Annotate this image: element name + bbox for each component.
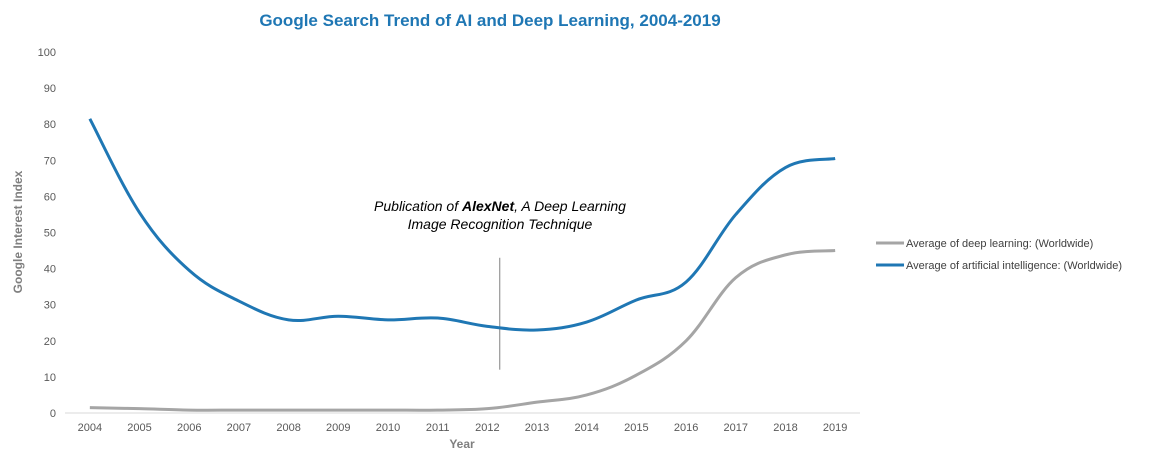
x-tick-label: 2015 [624,422,648,434]
y-axis-ticks: 0 10 20 30 40 50 60 70 80 90 100 [38,47,56,420]
x-tick-label: 2005 [127,422,151,434]
x-tick-label: 2007 [227,422,251,434]
y-tick-label: 40 [44,264,56,276]
x-tick-label: 2009 [326,422,350,434]
series-lines [88,118,836,412]
y-tick-label: 50 [44,228,56,240]
legend-label: Average of artificial intelligence: (Wor… [906,260,1122,272]
y-axis-label: Google Interest Index [11,170,25,293]
x-tick-label: 2019 [823,422,847,434]
annotation-line-2: Image Recognition Technique [408,216,593,232]
x-tick-label: 2006 [177,422,201,434]
x-tick-label: 2018 [773,422,797,434]
series-line-0 [89,249,836,412]
y-tick-label: 80 [44,119,56,131]
x-axis-label: Year [449,437,475,451]
x-tick-label: 2010 [376,422,400,434]
series-line-1 [88,118,836,332]
y-tick-label: 30 [44,300,56,312]
y-tick-label: 10 [44,372,56,384]
x-tick-label: 2014 [574,422,598,434]
y-tick-label: 90 [44,83,56,95]
x-tick-label: 2013 [525,422,549,434]
x-tick-label: 2012 [475,422,499,434]
legend: Average of deep learning: (Worldwide) Ave… [876,238,1122,272]
chart-title: Google Search Trend of AI and Deep Learn… [259,11,720,30]
legend-label: Average of deep learning: (Worldwide) [906,238,1093,250]
x-tick-label: 2016 [674,422,698,434]
x-axis-ticks: 2004 2005 2006 2007 2008 2009 2010 2011 2012 2013… [78,422,848,434]
annotation-line-1: Publication of AlexNet, A Deep Learning [374,198,626,214]
x-tick-label: 2011 [426,422,450,434]
x-tick-label: 2008 [276,422,300,434]
y-tick-label: 70 [44,155,56,167]
x-tick-label: 2004 [78,422,102,434]
y-tick-label: 60 [44,191,56,203]
y-tick-label: 0 [50,408,56,420]
y-tick-label: 20 [44,336,56,348]
x-tick-label: 2017 [724,422,748,434]
y-tick-label: 100 [38,47,56,59]
